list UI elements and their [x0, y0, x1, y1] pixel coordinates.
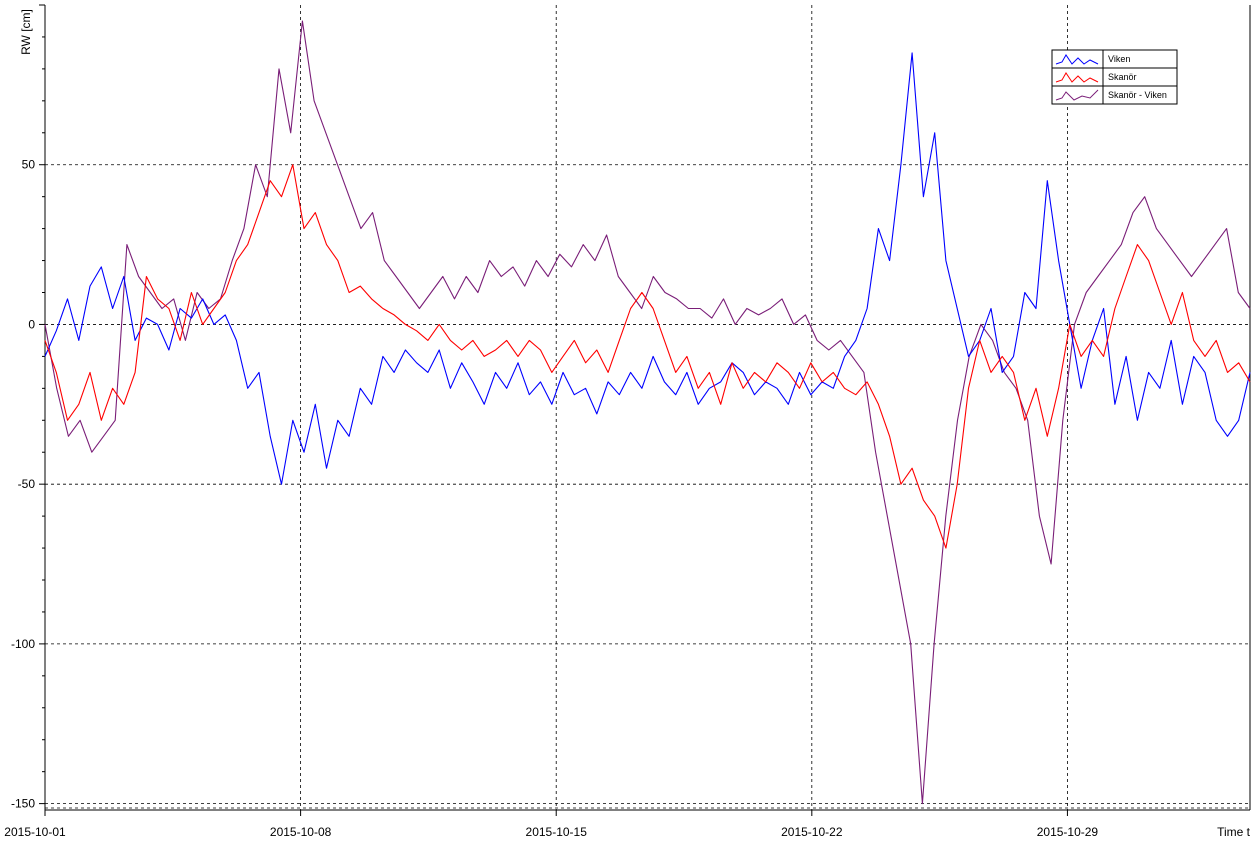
axes — [39, 4, 1251, 816]
series-line-skanor — [44, 164, 1251, 549]
legend-swatch-skanor — [1055, 72, 1099, 83]
x-tick-label: 2015-10-29 — [1037, 825, 1099, 839]
legend-label-skanor: Skanör — [1108, 72, 1137, 82]
tick-labels: 50 0 -50 -100 -150 2015-10-01 2015-10-08 2015-1… — [4, 158, 1098, 839]
legend-swatch-skanor-viken — [1055, 89, 1099, 101]
y-tick-label: 0 — [28, 317, 35, 331]
grid-lines — [45, 5, 1250, 810]
legend-label-skanor-viken: Skanör - Viken — [1108, 90, 1167, 100]
x-tick-label: 2015-10-15 — [526, 825, 588, 839]
y-tick-label: -150 — [11, 797, 35, 811]
legend-swatch-viken — [1055, 54, 1099, 65]
x-tick-label: 2015-10-22 — [781, 825, 843, 839]
y-tick-label: -50 — [18, 477, 36, 491]
y-tick-label: -100 — [11, 637, 35, 651]
series-layer — [44, 20, 1251, 805]
legend: Viken Skanör Skanör - Viken — [1051, 49, 1178, 105]
x-tick-label: 2015-10-08 — [270, 825, 332, 839]
x-axis-label: Time t — [1217, 825, 1251, 839]
legend-label-viken: Viken — [1108, 54, 1130, 64]
y-axis-label: RW [cm] — [19, 9, 33, 55]
y-tick-label: 50 — [22, 158, 36, 172]
series-line-skanor-viken — [44, 20, 1251, 805]
x-tick-label: 2015-10-01 — [4, 825, 66, 839]
series-line-viken — [44, 52, 1251, 485]
